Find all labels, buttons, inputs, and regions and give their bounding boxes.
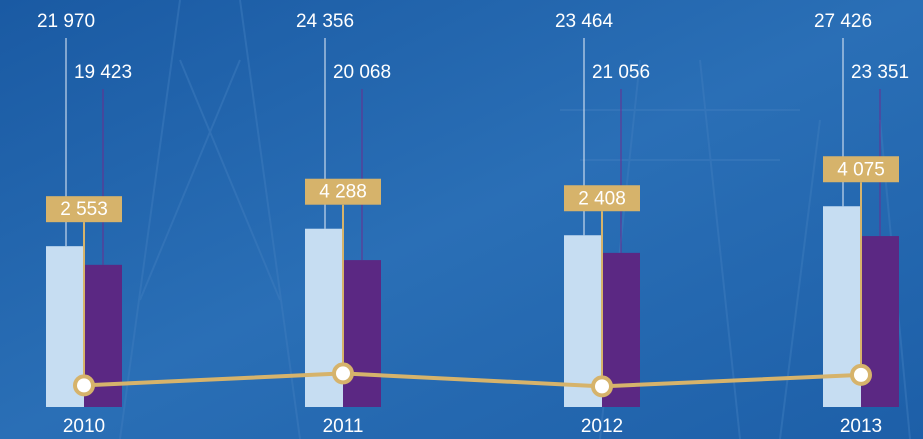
point — [850, 363, 872, 386]
value-label: 20 068 — [333, 62, 391, 83]
value-label: 23 464 — [555, 11, 614, 32]
value-label: 4 075 — [837, 159, 885, 180]
bar — [343, 260, 381, 407]
x-tick-label: 2011 — [323, 416, 364, 437]
value-label: 27 426 — [814, 11, 872, 32]
line — [83, 371, 862, 389]
x-tick-label: 2010 — [63, 416, 105, 437]
value-label: 23 351 — [851, 62, 909, 83]
value-label: 2 408 — [578, 188, 626, 209]
value-label: 19 423 — [74, 62, 132, 83]
value-label: 2 553 — [60, 199, 108, 220]
value-label: 21 056 — [592, 62, 650, 83]
label-box — [823, 156, 899, 183]
label-box — [46, 196, 122, 223]
x-tick-label: 2012 — [581, 416, 623, 437]
point — [332, 362, 354, 385]
label-box — [305, 178, 381, 205]
label-box — [564, 185, 640, 212]
x-tick-label: 2013 — [840, 416, 882, 437]
point — [591, 375, 613, 398]
value-label: 4 288 — [319, 182, 367, 203]
point — [73, 374, 95, 397]
value-label: 24 356 — [296, 11, 354, 32]
value-label: 21 970 — [37, 11, 95, 32]
